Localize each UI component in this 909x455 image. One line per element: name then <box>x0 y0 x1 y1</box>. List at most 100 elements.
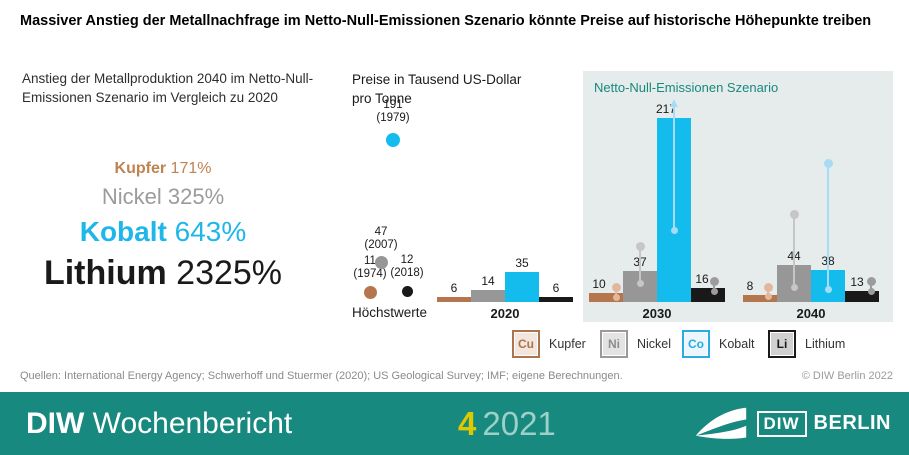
legend-item-kupfer: Cu Kupfer <box>512 330 586 358</box>
page-title: Massiver Anstieg der Metallnachfrage im … <box>20 13 872 29</box>
peak-dot-lithium <box>401 286 413 298</box>
peak-dot-kupfer <box>363 286 377 300</box>
bar-value-label: 10 <box>592 277 606 291</box>
diw-logo-icon <box>695 407 746 439</box>
category-label-2040: 2040 <box>796 306 826 321</box>
peak-value: 12 <box>400 254 414 266</box>
peak-value: 47 <box>374 226 388 238</box>
element-tile-icon: Li <box>768 330 796 358</box>
peak-pin-anchor <box>612 293 620 301</box>
peak-year: (2018) <box>390 267 424 279</box>
production-increase-item: Kobalt 643% <box>8 216 318 248</box>
legend-label: Lithium <box>805 337 846 351</box>
bar-value-label: 8 <box>746 279 754 293</box>
peak-pin-anchor <box>824 285 832 293</box>
peak-pin-stem <box>639 246 641 283</box>
element-tile-icon: Cu <box>512 330 540 358</box>
production-increase-item: Kupfer 171% <box>8 160 318 178</box>
footer-bar: DIW Wochenbericht 4 2021 DIW BERLIN <box>0 392 909 455</box>
peak-pin-dot <box>866 276 876 286</box>
peak-value: 11 <box>364 255 376 267</box>
peak-pin-stem <box>673 107 675 230</box>
peak-pin-anchor <box>710 287 718 295</box>
increase-value: 643% <box>166 216 247 247</box>
brand-wochenbericht: Wochenbericht <box>92 407 293 440</box>
peak-pin-arrow <box>670 99 678 107</box>
peak-pin-dot <box>611 282 621 292</box>
bar-value-label: 14 <box>481 274 495 288</box>
production-increase-list: Kupfer 171% Nickel 325% Kobalt 643% Lithium… <box>8 160 318 293</box>
legend-label: Kupfer <box>549 337 586 351</box>
bar-lithium-2040 <box>845 291 879 302</box>
bar-kupfer-2040 <box>743 295 777 302</box>
peak-values-label: Höchstwerte <box>352 305 428 320</box>
peak-pin-stem <box>713 281 715 291</box>
peak-year: (1979) <box>376 112 410 124</box>
metal-name: Kupfer <box>114 160 167 177</box>
chart-title: Preise in Tausend US-Dollar pro Tonne <box>352 72 522 106</box>
publication-brand: DIW Wochenbericht <box>26 392 292 455</box>
peak-pin-stem <box>615 287 617 297</box>
metal-name: Nickel <box>101 184 162 209</box>
peak-value: 191 <box>383 99 403 111</box>
legend-item-kobalt: Co Kobalt <box>682 330 754 358</box>
production-increase-item: Lithium 2325% <box>8 254 318 293</box>
peak-pin-anchor <box>670 226 678 234</box>
category-label-2020: 2020 <box>490 306 520 321</box>
category-label-2030: 2030 <box>642 306 672 321</box>
bar-value-label: 16 <box>695 272 709 286</box>
element-tile-icon: Co <box>682 330 710 358</box>
bar-kobalt-2020 <box>505 272 539 302</box>
peak-pin-dot <box>635 241 645 251</box>
peak-pin-anchor <box>636 279 644 287</box>
increase-value: 2325% <box>166 254 283 292</box>
logo-diw-text: DIW <box>756 410 807 437</box>
bar-value-label: 13 <box>850 275 864 289</box>
peak-pin-stem <box>767 287 769 296</box>
peak-pin-dot <box>823 158 833 168</box>
peak-pin-anchor <box>790 283 798 291</box>
element-symbol: Co <box>685 333 707 355</box>
element-symbol: Li <box>771 333 793 355</box>
bar-value-label: 6 <box>450 281 458 295</box>
increase-value: 171% <box>166 160 212 177</box>
peak-year: (1974) <box>353 268 387 280</box>
copyright-note: © DIW Berlin 2022 <box>801 370 893 382</box>
sources-note: Quellen: International Energy Agency; Sc… <box>20 370 623 382</box>
bar-value-label: 6 <box>552 281 560 295</box>
issue-number: 4 2021 <box>458 405 556 442</box>
peak-dot-kobalt <box>386 132 400 147</box>
peak-pin-anchor <box>867 287 875 295</box>
legend-item-lithium: Li Lithium <box>768 330 845 358</box>
legend-item-nickel: Ni Nickel <box>600 330 671 358</box>
peak-pin-anchor <box>764 292 772 300</box>
peak-pin-stem <box>827 163 829 289</box>
bar-lithium-2020 <box>539 297 573 302</box>
increase-value: 325% <box>161 184 225 209</box>
bar-nickel-2020 <box>471 290 505 302</box>
legend-label: Kobalt <box>719 337 755 351</box>
bar-value-label: 35 <box>515 256 529 270</box>
peak-dot-nickel <box>374 255 388 269</box>
brand-diw: DIW <box>26 407 85 440</box>
peak-pin-dot <box>789 209 799 219</box>
peak-pin-dot <box>763 282 773 292</box>
bar-kupfer-2020 <box>437 297 471 302</box>
scenario-box-label: Netto-Null-Emissionen Szenario <box>594 80 779 95</box>
peak-year: (2007) <box>364 239 398 251</box>
legend-label: Nickel <box>637 337 672 351</box>
peak-pin-stem <box>793 214 795 287</box>
logo-berlin-text: BERLIN <box>813 412 891 434</box>
metal-name: Lithium <box>43 254 167 292</box>
element-symbol: Cu <box>515 333 537 355</box>
production-increase-item: Nickel 325% <box>8 184 318 210</box>
peak-pin-stem <box>870 281 872 291</box>
production-increase-heading: Anstieg der Metallproduktion 2040 im Net… <box>22 71 314 105</box>
diw-berlin-logo: DIW BERLIN <box>694 392 892 455</box>
metal-name: Kobalt <box>79 216 167 247</box>
element-tile-icon: Ni <box>600 330 628 358</box>
peak-pin-dot <box>709 276 719 286</box>
